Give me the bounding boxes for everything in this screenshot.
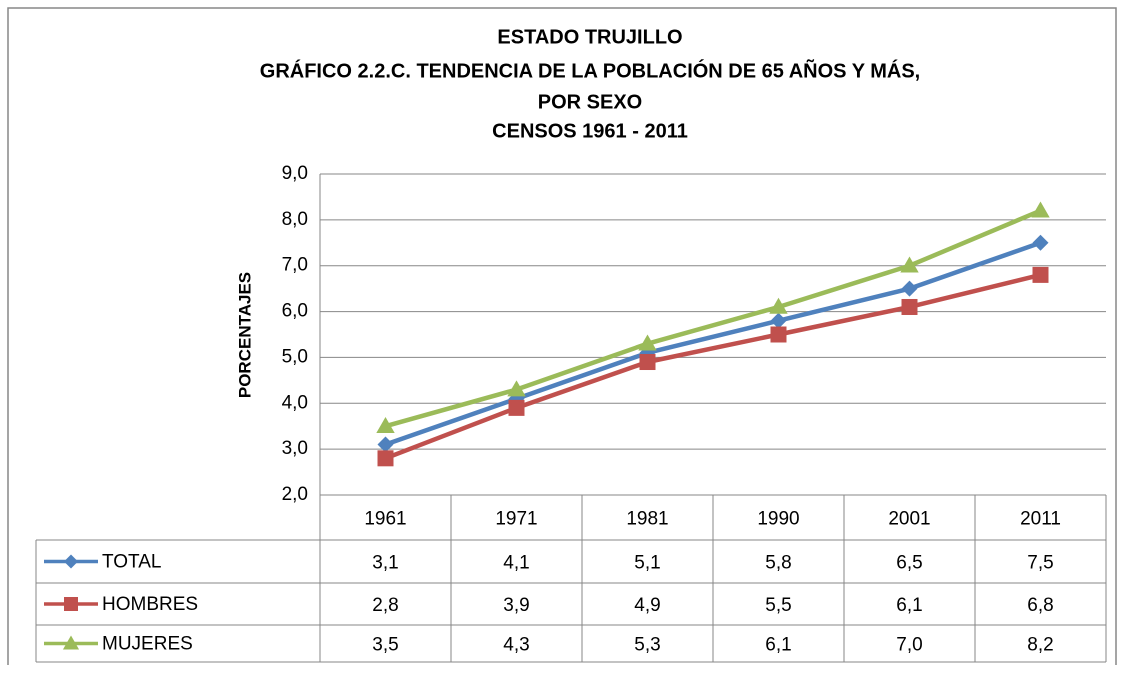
marker — [507, 380, 526, 397]
marker — [377, 436, 394, 453]
table-value: 6,1 — [896, 595, 922, 616]
series-line — [384, 272, 1042, 461]
marker — [508, 399, 525, 416]
table-value: 6,8 — [1027, 595, 1053, 616]
x-tick-label: 2001 — [888, 509, 930, 530]
y-tick-label: 6,0 — [282, 301, 308, 322]
table-value: 4,1 — [503, 553, 529, 574]
marker — [901, 280, 918, 297]
x-tick-label: 2011 — [1020, 509, 1061, 530]
legend-label: MUJERES — [102, 634, 193, 655]
legend-marker — [62, 635, 80, 650]
y-tick-label: 9,0 — [282, 163, 308, 184]
marker — [638, 334, 657, 351]
y-tick-label: 3,0 — [282, 438, 308, 459]
table-value: 6,5 — [896, 553, 922, 574]
table-value: 8,2 — [1027, 635, 1053, 656]
y-tick-label: 2,0 — [282, 484, 308, 505]
legend-marker — [64, 554, 78, 569]
x-tick-label: 1990 — [757, 509, 799, 530]
chart-title: ESTADO TRUJILLO — [497, 26, 682, 48]
marker — [376, 417, 395, 434]
table-value: 5,8 — [765, 553, 791, 574]
marker — [377, 450, 394, 467]
table-value: 2,8 — [372, 595, 398, 616]
marker — [769, 297, 788, 314]
marker — [639, 354, 656, 371]
x-tick-label: 1961 — [364, 509, 406, 530]
table-value: 6,1 — [765, 635, 791, 656]
table-value: 7,5 — [1027, 553, 1053, 574]
x-tick-label: 1981 — [626, 509, 668, 530]
y-tick-label: 7,0 — [282, 255, 308, 276]
chart-border — [7, 7, 1117, 665]
series-line — [384, 240, 1042, 447]
legend-marker — [64, 597, 78, 611]
chart-title: GRÁFICO 2.2.C. TENDENCIA DE LA POBLACIÓN… — [260, 58, 920, 82]
x-tick-label: 1971 — [495, 509, 537, 530]
table-value: 5,1 — [634, 553, 660, 574]
chart-title: POR SEXO — [538, 91, 642, 113]
table-value: 3,5 — [372, 635, 398, 656]
table-value: 3,9 — [503, 595, 529, 616]
table-value: 7,0 — [896, 635, 922, 656]
legend-label: HOMBRES — [102, 594, 198, 615]
table-value: 3,1 — [372, 553, 398, 574]
marker — [1032, 266, 1049, 283]
y-axis-label: PORCENTAJES — [235, 272, 254, 398]
marker — [770, 312, 787, 329]
marker — [1031, 201, 1050, 218]
marker — [901, 298, 918, 315]
y-tick-label: 8,0 — [282, 209, 308, 230]
chart-title: CENSOS 1961 - 2011 — [492, 120, 688, 142]
series-line — [384, 208, 1042, 429]
legend-label: TOTAL — [102, 552, 161, 573]
marker — [1032, 234, 1049, 251]
table-value: 4,3 — [503, 635, 529, 656]
table-value: 5,3 — [634, 635, 660, 656]
y-tick-label: 5,0 — [282, 346, 308, 367]
table-value: 4,9 — [634, 595, 660, 616]
table-value: 5,5 — [765, 595, 791, 616]
marker — [900, 256, 919, 273]
marker — [770, 326, 787, 343]
y-tick-label: 4,0 — [282, 392, 308, 413]
